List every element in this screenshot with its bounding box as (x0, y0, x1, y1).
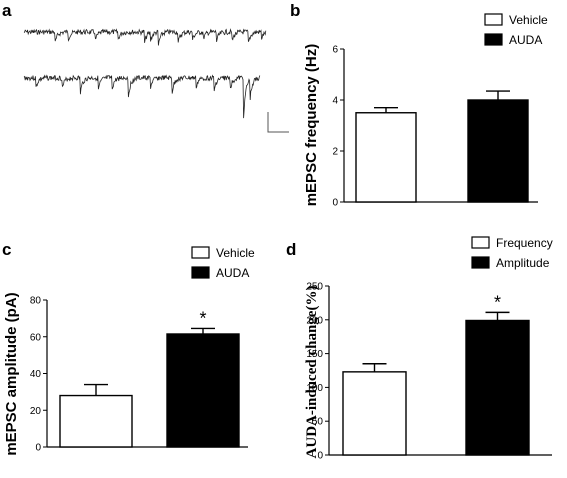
legend-label: Amplitude (496, 256, 550, 270)
panel-d-label: d (286, 240, 296, 259)
legend-label: Frequency (496, 236, 553, 250)
bar-amplitude (465, 319, 530, 456)
panel-a: a (2, 1, 289, 133)
y-tick-label: 4 (332, 96, 338, 107)
y-tick-label: 60 (30, 332, 42, 343)
y-tick-label: 250 (306, 282, 323, 293)
trace-upper (23, 28, 267, 46)
y-tick-label: 0 (332, 198, 338, 209)
panel-b-label: b (290, 1, 300, 20)
y-tick-label: 6 (332, 45, 338, 56)
legend-label: Vehicle (216, 246, 255, 260)
panel-b: b 0 2 4 6 mEPSC frequency (Hz) Vehicle AUDA (290, 1, 548, 209)
panel-a-label: a (2, 1, 12, 20)
bar-auda (467, 99, 529, 203)
significance-star: * (494, 292, 501, 312)
legend-label: AUDA (216, 266, 249, 280)
y-tick-label: 150 (306, 349, 323, 360)
significance-star: * (199, 308, 206, 328)
y-tick-label: 20 (30, 406, 42, 417)
y-tick-label: 50 (312, 417, 324, 428)
y-axis-label: AUDA-induced change(%) (304, 286, 320, 459)
legend-swatch (191, 266, 210, 279)
legend-swatch (471, 236, 490, 249)
legend-swatch (484, 13, 503, 26)
y-tick-label: 0 (35, 443, 41, 454)
panel-c-label: c (2, 240, 11, 259)
y-tick-label: 80 (30, 296, 42, 307)
bar-auda (166, 333, 240, 448)
y-tick-label: 2 (332, 147, 338, 158)
trace-lower (23, 74, 261, 119)
legend-swatch (484, 33, 503, 46)
legend-swatch (191, 246, 210, 259)
chart-b: 0 2 4 6 mEPSC frequency (Hz) Vehicle AUDA (303, 13, 548, 209)
bar-vehicle (355, 112, 417, 203)
y-tick-label: 200 (306, 315, 323, 326)
chart-c: 0 20 40 60 80 mEPSC amplitude (pA) Vehicle * AUD… (3, 246, 255, 456)
y-axis-label: mEPSC amplitude (pA) (3, 292, 20, 455)
bar-frequency (342, 371, 407, 456)
y-tick-label: 0 (317, 451, 323, 462)
legend-label: Vehicle (509, 13, 548, 27)
y-tick-label: 40 (30, 369, 42, 380)
panel-c: c 0 20 40 60 80 mEPSC amplitude (pA) Vehicle * A… (2, 240, 255, 456)
bar-vehicle (59, 394, 133, 448)
legend-swatch (471, 256, 490, 269)
scale-bar (267, 112, 289, 133)
y-axis-label: mEPSC frequency (Hz) (303, 44, 320, 207)
legend-label: AUDA (509, 33, 542, 47)
y-tick-label: 100 (306, 383, 323, 394)
